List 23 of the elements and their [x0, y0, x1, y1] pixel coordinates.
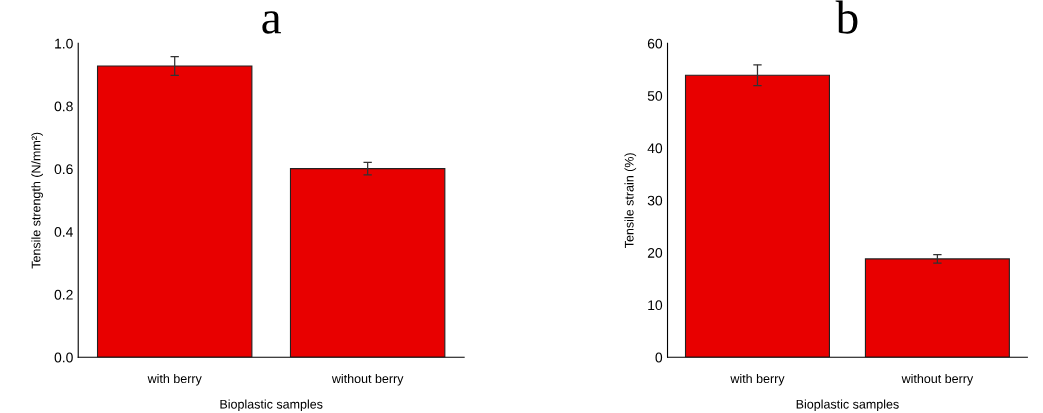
- y-tick-label: 0.6: [54, 164, 73, 175]
- y-tick-label: 0.2: [54, 289, 73, 300]
- y-axis-title: Tensile strength (N/mm²): [31, 132, 43, 269]
- x-axis-title: Bioplastic samples: [796, 399, 899, 412]
- y-tick-label: 0: [655, 352, 663, 363]
- y-tick-label: 0.4: [54, 227, 73, 237]
- y-tick-label: 0.8: [54, 101, 73, 112]
- x-tick-label: with berry: [730, 373, 785, 386]
- y-axis-title: Tensile strain (%): [624, 153, 637, 248]
- y-tick-label: 1.0: [55, 38, 73, 49]
- x-axis-title: Bioplastic samples: [220, 399, 323, 412]
- y-tick-label: 40: [647, 143, 663, 154]
- y-tick-label: 10: [648, 300, 663, 311]
- y-tick-label: 60: [647, 38, 663, 49]
- y-tick-label: 20: [647, 247, 663, 258]
- x-tick-label: with berry: [147, 373, 202, 386]
- x-tick-label: without berry: [331, 373, 404, 386]
- y-tick-label: 0.0: [54, 352, 73, 363]
- chart-title: b: [835, 0, 858, 34]
- y-tick-label: 30: [647, 195, 663, 206]
- chart-title: a: [262, 11, 282, 34]
- y-tick-label: 50: [647, 91, 663, 101]
- x-tick-label: without berry: [901, 373, 974, 386]
